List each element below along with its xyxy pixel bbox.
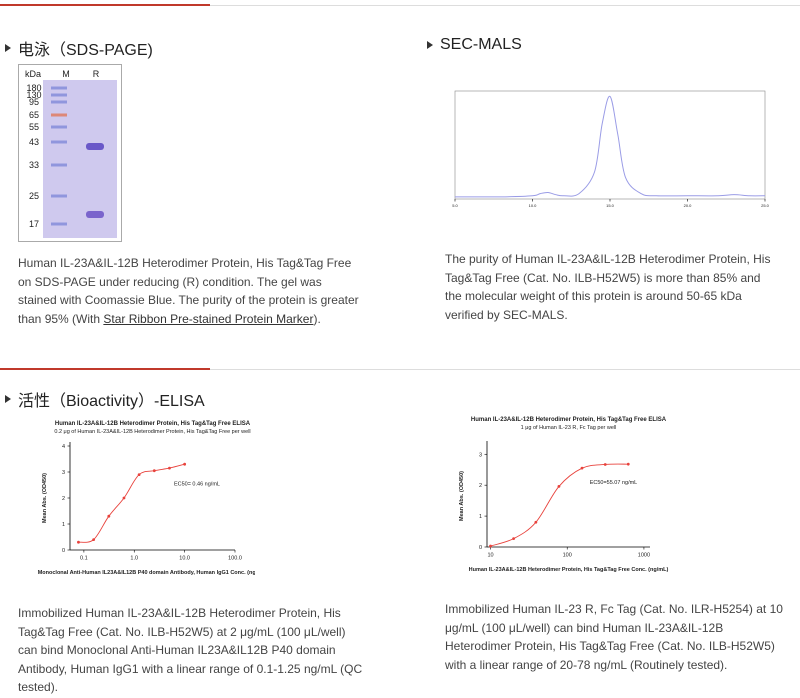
point	[534, 520, 538, 524]
x-tick-label: 10.0	[529, 203, 538, 208]
sample-band	[86, 143, 104, 150]
trace	[454, 95, 766, 198]
marker-band	[51, 163, 67, 167]
annotation: EC50= 0.46 ng/mL	[174, 482, 220, 488]
chart-title: Human IL-23A&IL-12B Heterodimer Protein,…	[55, 421, 251, 427]
link[interactable]: Star Ribbon Pre-stained Protein Marker	[103, 311, 314, 326]
marker-label: 95	[29, 97, 39, 107]
fit-curve	[78, 463, 185, 543]
y-tick-label: 2	[479, 483, 482, 489]
marker-band	[51, 222, 67, 226]
bullet	[427, 41, 433, 49]
marker-band	[51, 93, 67, 97]
bullet	[5, 44, 11, 52]
point	[512, 537, 516, 541]
x-tick-label: 1.0	[130, 556, 138, 562]
heading-text: SEC-MALS	[440, 36, 522, 53]
x-tick-label: 0.1	[80, 556, 88, 562]
chart-subtitle: 0.2 μg of Human IL-23A&IL-12B Heterodime…	[54, 429, 250, 435]
x-tick-label: 1000	[638, 553, 650, 559]
point	[489, 544, 492, 548]
point	[557, 485, 561, 488]
divider	[0, 5, 800, 6]
marker-label: 17	[29, 219, 39, 229]
description: Immobilized Human IL-23 R, Fc Tag (Cat. …	[445, 602, 783, 672]
gel	[43, 80, 117, 238]
bullet	[5, 395, 11, 403]
section-heading: SEC-MALS	[427, 36, 522, 54]
point	[580, 466, 584, 470]
gel-column-label: kDa	[25, 69, 41, 79]
annotation: EC50=55.07 ng/mL	[590, 480, 638, 486]
plot-frame	[454, 90, 766, 200]
section-heading: 活性（Bioactivity）-ELISA	[5, 387, 205, 411]
x-axis-label: Monoclonal Anti-Human IL23A&IL12B P40 do…	[38, 570, 255, 576]
x-tick-label: 15.0	[606, 203, 615, 208]
x-tick-label: 100	[563, 553, 572, 559]
y-tick-label: 1	[479, 514, 482, 520]
sample-band	[86, 211, 104, 218]
heading-text: 活性（Bioactivity）-ELISA	[18, 393, 205, 410]
x-tick-label: 10	[487, 553, 493, 559]
description: Human IL-23A&IL-12B Heterodimer Protein,…	[18, 254, 363, 328]
sec-mals-chart: 5.0 10.0 15.0 20.0 25.0	[452, 90, 770, 208]
divider-accent	[0, 4, 210, 6]
elisa-chart: Human IL-23A&IL-12B Heterodimer Protein,…	[459, 417, 669, 573]
x-tick-label: 25.0	[761, 203, 770, 208]
y-tick-label: 2	[62, 496, 65, 502]
chart-subtitle: 1 μg of Human IL-23 R, Fc Tag per well	[521, 425, 617, 431]
marker-label: 180	[26, 83, 41, 93]
divider-accent	[0, 368, 210, 370]
section-heading: 电泳（SDS-PAGE)	[5, 36, 153, 60]
marker-band	[51, 86, 67, 90]
y-tick-label: 3	[62, 470, 65, 476]
heading-text: 电泳（SDS-PAGE)	[18, 42, 153, 59]
point	[168, 466, 171, 470]
y-tick-label: 1	[62, 522, 65, 528]
text: Human IL-23A&IL-12B Heterodimer Protein,…	[18, 256, 359, 326]
gel-column-label: M	[62, 69, 70, 79]
point	[122, 496, 126, 500]
description: Immobilized Human IL-23A&IL-12B Heterodi…	[18, 606, 363, 694]
divider	[0, 369, 800, 370]
point	[77, 540, 80, 544]
x-tick-label: 20.0	[684, 203, 693, 208]
elisa-chart: Human IL-23A&IL-12B Heterodimer Protein,…	[38, 421, 255, 576]
marker-label: 130	[26, 90, 41, 100]
gel-column-label: R	[93, 69, 100, 79]
y-tick-label: 0	[479, 545, 482, 551]
description: The purity of Human IL-23A&IL-12B Hetero…	[445, 252, 771, 322]
point	[137, 473, 141, 476]
text: ).	[313, 311, 321, 326]
x-tick-label: 5.0	[452, 203, 458, 208]
marker-band	[51, 125, 67, 129]
point	[183, 462, 187, 466]
chart-title: Human IL-23A&IL-12B Heterodimer Protein,…	[471, 417, 667, 423]
point	[603, 463, 607, 466]
marker-label: 55	[29, 122, 39, 132]
y-axis-label: Mean Abs. (OD450)	[459, 471, 465, 521]
fit-curve	[490, 463, 629, 547]
x-axis-label: Human IL-23A&IL-12B Heterodimer Protein,…	[469, 567, 669, 573]
marker-label: 43	[29, 137, 39, 147]
marker-label: 33	[29, 160, 39, 170]
y-axis-label: Mean Abs. (OD450)	[42, 473, 48, 523]
marker-label: 65	[29, 110, 39, 120]
x-tick-label: 100.0	[228, 556, 242, 562]
marker-band	[51, 113, 67, 117]
point	[152, 469, 156, 473]
y-tick-label: 4	[62, 444, 65, 450]
point	[92, 538, 96, 541]
marker-label: 25	[29, 191, 39, 201]
marker-band	[51, 194, 67, 198]
marker-band	[51, 100, 67, 104]
point	[107, 514, 111, 518]
y-tick-label: 3	[479, 452, 482, 458]
x-tick-label: 10.0	[179, 556, 190, 562]
y-tick-label: 0	[62, 548, 65, 554]
point	[626, 462, 630, 466]
marker-band	[51, 140, 67, 144]
